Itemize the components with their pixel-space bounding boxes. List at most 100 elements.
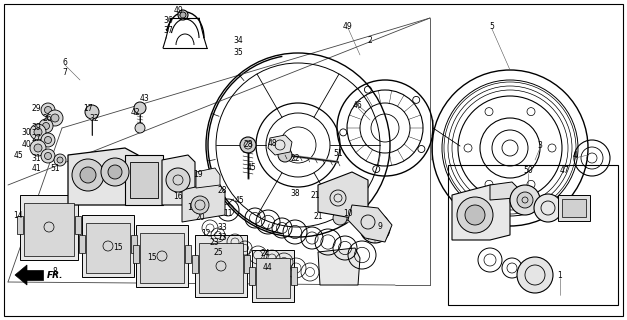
- Polygon shape: [68, 148, 138, 205]
- Polygon shape: [86, 223, 130, 273]
- Text: 31: 31: [31, 154, 41, 163]
- Polygon shape: [20, 195, 78, 260]
- Circle shape: [43, 123, 50, 130]
- Text: 20: 20: [195, 212, 205, 221]
- Circle shape: [47, 110, 63, 126]
- Circle shape: [85, 105, 99, 119]
- Circle shape: [34, 128, 42, 136]
- Bar: [131, 235, 137, 253]
- Text: 47: 47: [560, 165, 570, 174]
- Bar: [125, 155, 163, 205]
- Bar: [185, 245, 191, 263]
- Text: 28: 28: [217, 186, 227, 195]
- Polygon shape: [199, 243, 243, 293]
- Text: 15: 15: [147, 253, 157, 262]
- Text: 10: 10: [343, 209, 353, 218]
- Text: 37: 37: [163, 26, 173, 35]
- Text: 49: 49: [343, 21, 353, 30]
- Text: 44: 44: [263, 263, 273, 273]
- Circle shape: [517, 257, 553, 293]
- Circle shape: [510, 185, 540, 215]
- Polygon shape: [15, 265, 27, 285]
- Text: 33: 33: [217, 222, 227, 231]
- Text: 26: 26: [42, 114, 52, 123]
- Circle shape: [54, 154, 66, 166]
- Text: 50: 50: [523, 165, 533, 174]
- Circle shape: [517, 192, 533, 208]
- Text: 49: 49: [173, 5, 183, 14]
- Text: 8: 8: [53, 268, 58, 276]
- Text: 5: 5: [490, 21, 495, 30]
- Circle shape: [240, 137, 256, 153]
- Circle shape: [45, 153, 51, 159]
- Text: 14: 14: [13, 211, 23, 220]
- Polygon shape: [195, 235, 247, 297]
- Text: 3: 3: [537, 140, 542, 149]
- Polygon shape: [23, 270, 43, 280]
- Circle shape: [30, 124, 46, 140]
- Text: FR.: FR.: [47, 270, 63, 279]
- Text: 38: 38: [290, 188, 300, 197]
- Circle shape: [41, 133, 55, 147]
- Circle shape: [34, 144, 42, 152]
- Polygon shape: [182, 182, 225, 222]
- Circle shape: [333, 211, 347, 225]
- Text: 21: 21: [314, 212, 323, 220]
- Text: 40: 40: [21, 140, 31, 148]
- Text: 43: 43: [140, 93, 150, 102]
- Text: 16: 16: [173, 191, 183, 201]
- Text: 13: 13: [217, 233, 227, 242]
- Text: 39: 39: [31, 123, 41, 132]
- Circle shape: [41, 103, 55, 117]
- Circle shape: [180, 12, 186, 18]
- Circle shape: [72, 159, 104, 191]
- Text: 42: 42: [130, 108, 140, 116]
- Bar: [291, 267, 297, 285]
- Text: 23: 23: [209, 237, 219, 246]
- Circle shape: [41, 149, 55, 163]
- Circle shape: [367, 220, 383, 236]
- Text: 51: 51: [333, 148, 343, 157]
- Bar: [562, 199, 586, 217]
- Polygon shape: [348, 205, 392, 242]
- Circle shape: [134, 102, 146, 114]
- Circle shape: [465, 205, 485, 225]
- Text: 24: 24: [260, 249, 270, 258]
- Text: 51: 51: [50, 164, 60, 172]
- Text: 25: 25: [213, 247, 223, 257]
- Polygon shape: [452, 185, 510, 240]
- Polygon shape: [140, 233, 184, 283]
- Circle shape: [80, 167, 96, 183]
- Polygon shape: [318, 248, 360, 285]
- Bar: [133, 245, 139, 263]
- Text: 22: 22: [290, 154, 300, 163]
- Circle shape: [108, 165, 122, 179]
- Circle shape: [534, 194, 562, 222]
- Polygon shape: [82, 215, 134, 277]
- Bar: [244, 255, 250, 273]
- Text: 48: 48: [267, 139, 277, 148]
- Text: 45: 45: [235, 196, 245, 204]
- Text: 4: 4: [572, 150, 577, 159]
- Text: 27: 27: [31, 133, 41, 142]
- Text: 19: 19: [193, 170, 203, 179]
- Text: 34: 34: [233, 36, 243, 44]
- Text: 6: 6: [63, 58, 68, 67]
- Polygon shape: [318, 172, 368, 218]
- Bar: [17, 216, 23, 234]
- Circle shape: [135, 123, 145, 133]
- Text: 29: 29: [31, 103, 41, 113]
- Text: 2: 2: [367, 36, 372, 44]
- Text: 1: 1: [557, 270, 562, 279]
- Bar: [448, 165, 618, 305]
- Circle shape: [45, 137, 51, 143]
- Circle shape: [457, 197, 493, 233]
- Polygon shape: [256, 258, 290, 298]
- Polygon shape: [162, 155, 195, 205]
- Circle shape: [191, 196, 209, 214]
- Polygon shape: [136, 225, 188, 287]
- Circle shape: [278, 148, 292, 162]
- Text: 18: 18: [187, 203, 197, 212]
- Polygon shape: [490, 182, 518, 200]
- Text: 32: 32: [89, 114, 99, 123]
